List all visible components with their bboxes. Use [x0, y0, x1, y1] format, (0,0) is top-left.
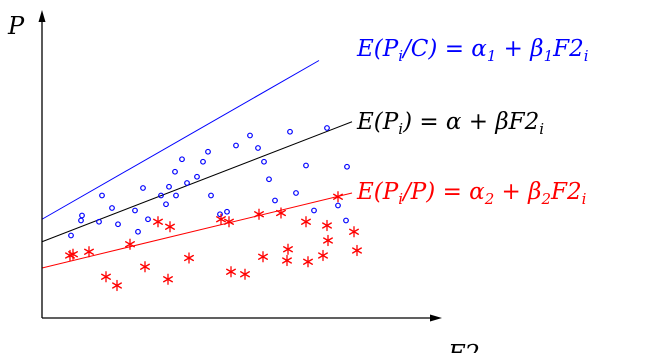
- data-point-circle-30: [293, 190, 299, 196]
- data-point-asterisk-17: [282, 254, 292, 267]
- data-point-asterisk-26: [352, 244, 362, 257]
- data-point-asterisk-20: [303, 256, 313, 268]
- data-point-asterisk-3: [112, 279, 122, 292]
- data-point-circle-2: [79, 212, 85, 219]
- data-point-circle-4: [109, 205, 115, 211]
- data-point-circle-5: [115, 221, 121, 228]
- data-point-circle-15: [179, 156, 185, 163]
- data-point-circle-27: [266, 176, 272, 183]
- data-point-asterisk-13: [240, 268, 250, 280]
- data-point-circle-0: [68, 232, 74, 239]
- data-point-asterisk-23: [323, 234, 333, 247]
- data-point-asterisk-22: [322, 219, 332, 232]
- y-axis-label: P: [7, 12, 25, 40]
- regression-line-1: [41, 121, 353, 243]
- data-point-circle-11: [163, 201, 169, 208]
- data-point-circle-10: [158, 192, 164, 199]
- data-point-circle-8: [140, 185, 146, 191]
- data-point-circle-14: [173, 192, 179, 199]
- data-point-asterisk-9: [184, 252, 194, 264]
- data-point-circle-1: [78, 217, 84, 224]
- data-point-circle-31: [303, 162, 309, 169]
- data-point-circle-9: [145, 216, 151, 223]
- regression-line-0: [41, 60, 320, 220]
- data-point-circle-12: [166, 183, 172, 190]
- line-label-red: E(Pi/P) = α2 + β2F2i: [356, 179, 587, 208]
- data-point-circle-7: [135, 228, 141, 235]
- data-point-asterisk-24: [333, 191, 343, 203]
- data-point-circle-37: [99, 192, 105, 199]
- y-axis-arrow: [38, 10, 46, 22]
- data-point-asterisk-18: [283, 243, 293, 255]
- data-point-circle-13: [172, 168, 178, 175]
- data-point-asterisk-16: [276, 207, 286, 219]
- data-point-circle-23: [233, 142, 239, 149]
- data-point-circle-17: [194, 173, 200, 180]
- data-point-asterisk-8: [165, 221, 175, 233]
- data-point-asterisk-5: [140, 261, 150, 273]
- data-point-circle-19: [205, 148, 211, 155]
- data-point-asterisk-11: [224, 216, 234, 228]
- data-point-circle-28: [272, 197, 278, 204]
- data-point-asterisk-15: [258, 251, 268, 263]
- data-point-asterisk-14: [254, 208, 264, 220]
- chart-marks: [41, 60, 362, 292]
- data-point-asterisk-19: [301, 216, 311, 228]
- data-point-circle-34: [335, 202, 341, 209]
- data-point-asterisk-6: [153, 216, 163, 228]
- data-point-circle-6: [132, 207, 138, 214]
- data-point-asterisk-21: [318, 249, 328, 262]
- data-point-circle-25: [255, 145, 261, 151]
- data-point-circle-32: [311, 207, 317, 214]
- data-point-circle-33: [324, 125, 330, 131]
- data-point-circle-22: [224, 208, 230, 215]
- data-point-asterisk-10: [216, 213, 226, 225]
- data-point-asterisk-7: [163, 273, 173, 285]
- data-point-asterisk-1: [84, 246, 94, 258]
- data-point-asterisk-25: [349, 226, 359, 238]
- data-point-circle-21: [217, 211, 223, 218]
- x-axis-arrow: [430, 314, 442, 322]
- data-point-circle-24: [247, 132, 253, 139]
- data-point-circle-20: [208, 192, 214, 199]
- x-axis-label: F2: [447, 340, 480, 353]
- data-point-circle-29: [287, 128, 293, 135]
- data-point-circle-18: [200, 158, 206, 165]
- line-label-blue: E(Pi/C) = α1 + β1F2i: [356, 36, 589, 65]
- data-point-asterisk-27: [65, 249, 75, 262]
- data-point-circle-16: [184, 180, 190, 186]
- regression-line-2: [41, 192, 353, 269]
- data-point-circle-3: [96, 218, 102, 225]
- data-point-asterisk-4: [125, 238, 135, 250]
- data-point-circle-35: [343, 217, 349, 224]
- line-label-black: E(Pi) = α + βF2i: [356, 109, 544, 138]
- data-point-circle-26: [261, 158, 267, 165]
- data-point-asterisk-12: [226, 266, 236, 278]
- data-point-circle-36: [344, 163, 350, 170]
- data-point-asterisk-2: [101, 271, 111, 283]
